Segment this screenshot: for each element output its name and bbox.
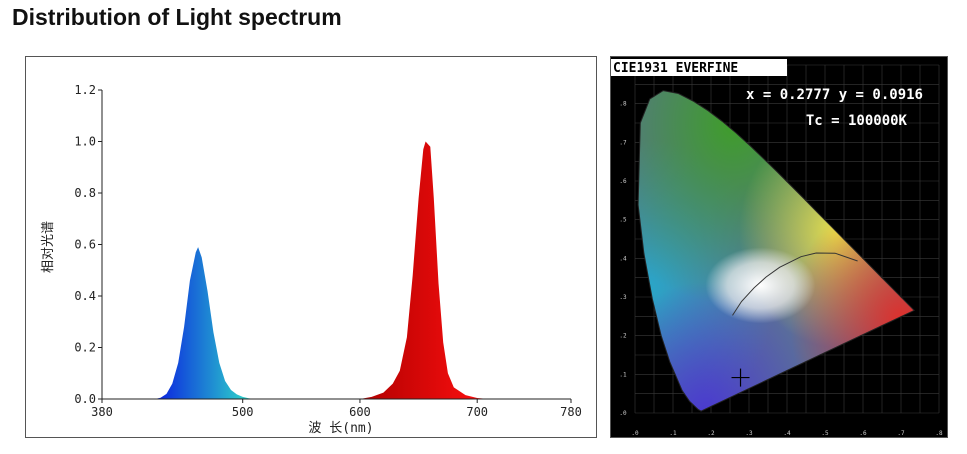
spectral-locus: [637, 90, 916, 412]
cie-y-tick-label: .1: [619, 371, 627, 378]
cie-x-tick-label: .6: [859, 430, 867, 437]
chromaticity-point-marker: [731, 368, 750, 387]
y-tick-label: 1.2: [74, 83, 96, 97]
x-axis-label: 波 长(nm): [308, 421, 373, 436]
y-tick-label: 0.0: [74, 392, 96, 406]
cie-y-tick-label: .3: [619, 294, 627, 301]
x-tick-label: 700: [466, 405, 488, 419]
cie-x-tick-label: .0: [631, 430, 639, 437]
cie-diagram-panel: .0.1.2.3.4.5.6.7.8.0.1.2.3.4.5.6.7.8.9 C…: [610, 56, 948, 438]
cie-y-tick-label: .4: [619, 255, 627, 262]
cie-y-tick-label: .5: [619, 217, 627, 224]
x-tick-label: 380: [91, 405, 113, 419]
cie-y-tick-label: .2: [619, 333, 627, 340]
cie-x-tick-label: .5: [821, 430, 829, 437]
y-axis-label: 相对光谱: [41, 221, 56, 273]
page-title: Distribution of Light spectrum: [12, 4, 342, 30]
cie-x-tick-label: .8: [935, 430, 943, 437]
x-tick-label: 500: [232, 405, 254, 419]
y-tick-label: 0.6: [74, 238, 96, 252]
spectrum-chart-panel: 0.0 0.2 0.4 0.6 0.8 1.0 1.2 380 500 600 700 780 波 长…: [25, 56, 597, 438]
cie-y-tick-label: .0: [619, 410, 627, 417]
cie-x-tick-label: .4: [783, 430, 791, 437]
cie-title: CIE1931 EVERFINE: [613, 61, 738, 76]
y-tick-label: 0.8: [74, 186, 96, 200]
spectrum-series-0: [154, 247, 255, 399]
spectrum-series-1: [359, 141, 489, 399]
y-tick-label: 0.4: [74, 289, 96, 303]
cie-color-temperature-readout: Tc = 100000K: [806, 113, 908, 129]
cie-y-tick-label: .8: [619, 101, 627, 108]
cie-x-tick-label: .7: [897, 430, 905, 437]
y-tick-label: 0.2: [74, 341, 96, 355]
cie-coordinate-readout: x = 0.2777 y = 0.0916: [746, 87, 923, 103]
cie-x-tick-label: .2: [707, 430, 715, 437]
cie-x-tick-label: .3: [745, 430, 753, 437]
cie-y-tick-label: .6: [619, 178, 627, 185]
x-tick-label: 600: [349, 405, 371, 419]
cie-chromaticity-diagram: .0.1.2.3.4.5.6.7.8.0.1.2.3.4.5.6.7.8.9 C…: [611, 59, 943, 437]
y-tick-label: 1.0: [74, 135, 96, 149]
cie-x-tick-label: .1: [669, 430, 677, 437]
cie-y-tick-label: .7: [619, 139, 627, 146]
x-tick-label: 780: [560, 405, 582, 419]
spectrum-chart: 0.0 0.2 0.4 0.6 0.8 1.0 1.2 380 500 600 700 780 波 长…: [41, 83, 582, 436]
